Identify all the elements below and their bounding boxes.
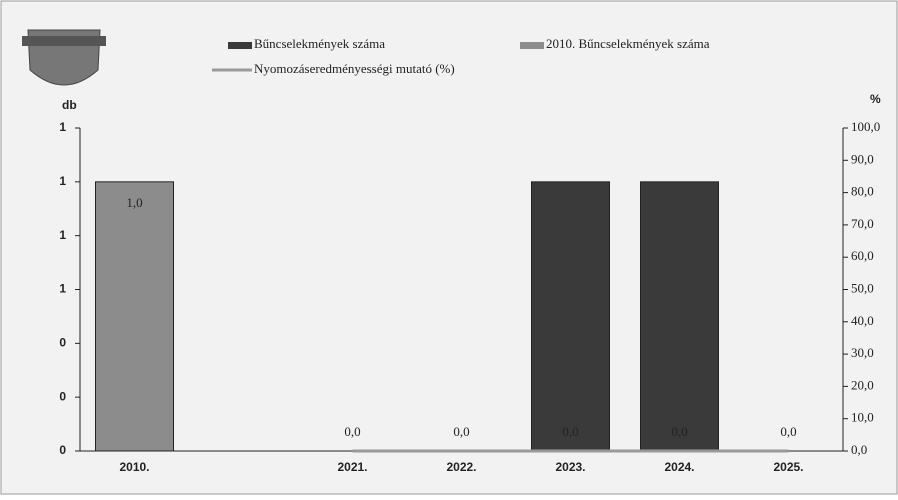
y-tick-label: 1 xyxy=(59,282,66,296)
value-label: 0,0 xyxy=(780,424,796,439)
y-tick-label: 0 xyxy=(59,336,66,350)
y2-tick-label: 0,0 xyxy=(851,442,867,457)
y2-tick-label: 80,0 xyxy=(851,184,874,199)
logo xyxy=(22,29,106,86)
y2-tick-label: 30,0 xyxy=(851,345,874,360)
y-tick-label: 0 xyxy=(59,443,66,457)
value-label: 0,0 xyxy=(562,424,578,439)
x-tick-label: 2025. xyxy=(773,460,803,474)
y2-tick-label: 70,0 xyxy=(851,216,874,231)
x-tick-label: 2010. xyxy=(119,460,149,474)
bar xyxy=(640,181,719,452)
x-tick-label: 2023. xyxy=(555,460,585,474)
legend-swatch xyxy=(520,42,544,49)
y-axis-title: db xyxy=(62,98,77,112)
x-tick-label: 2022. xyxy=(446,460,476,474)
bar xyxy=(95,181,174,452)
value-label: 0,0 xyxy=(344,424,360,439)
y-tick-label: 0 xyxy=(59,389,66,403)
y2-axis-title: % xyxy=(870,92,881,106)
bar xyxy=(531,181,610,452)
y2-tick-label: 60,0 xyxy=(851,248,874,263)
x-tick-label: 2024. xyxy=(664,460,694,474)
y2-tick-label: 20,0 xyxy=(851,377,874,392)
legend-label: Nyomozáseredményességi mutató (%) xyxy=(254,61,455,76)
value-label: 0,0 xyxy=(453,424,469,439)
y2-tick-label: 90,0 xyxy=(851,151,874,166)
value-label: 0,0 xyxy=(671,424,687,439)
y-tick-label: 1 xyxy=(59,228,66,242)
legend-swatch xyxy=(228,42,252,49)
y-tick-label: 1 xyxy=(59,120,66,134)
legend-label: 2010. Bűncselekmények száma xyxy=(546,36,710,51)
y-tick-label: 1 xyxy=(59,174,66,188)
y2-tick-label: 10,0 xyxy=(851,410,874,425)
y2-tick-label: 40,0 xyxy=(851,313,874,328)
value-label: 1,0 xyxy=(126,195,142,210)
y2-tick-label: 100,0 xyxy=(851,119,880,134)
legend-label: Bűncselekmények száma xyxy=(254,36,385,51)
y2-tick-label: 50,0 xyxy=(851,280,874,295)
x-tick-label: 2021. xyxy=(337,460,367,474)
